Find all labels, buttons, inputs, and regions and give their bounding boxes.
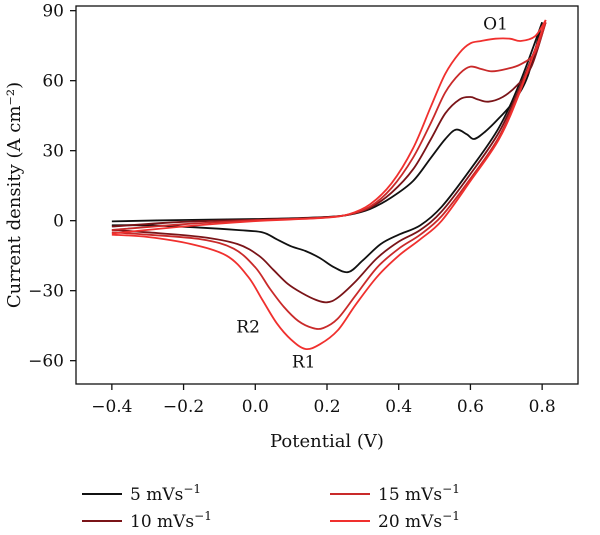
annotation-r2: R2	[236, 318, 260, 338]
series-line-10-mvs-forward	[111, 22, 547, 228]
legend-label: 10 mVs−1	[130, 509, 212, 532]
annotation-o1: O1	[483, 14, 508, 34]
series-line-5-mvs-reverse	[111, 22, 543, 274]
y-axis-title: Current density (A cm⁻²)	[4, 82, 25, 308]
x-tick-label: 0.0	[242, 397, 269, 417]
series-line-10-mvs-reverse	[111, 21, 547, 304]
x-tick-label: 0.6	[457, 397, 484, 417]
x-tick-label: −0.2	[163, 397, 204, 417]
legend-label-sup: −1	[442, 482, 460, 496]
legend-label-sup: −1	[194, 509, 212, 523]
series-layer	[111, 19, 547, 351]
legend-label: 20 mVs−1	[378, 509, 460, 532]
y-tick-label: −60	[28, 352, 64, 372]
ticks-layer: −0.4 −0.2 0.0 0.2 0.4 0.6 0.8 −60 −30 0 30 60 90	[28, 2, 556, 417]
series-line-20-mvs-forward	[111, 19, 547, 235]
legend-label-sup: −1	[183, 482, 201, 496]
legend: 5 mVs−1 10 mVs−1 15 mVs−1 20 mVs−1	[82, 482, 460, 532]
legend-label-main: 20 mVs	[378, 512, 442, 532]
series-line-5-mvs-forward	[111, 22, 544, 223]
x-axis-title: Potential (V)	[270, 431, 384, 452]
legend-label-main: 10 mVs	[130, 512, 194, 532]
legend-entry-20: 20 mVs−1	[330, 509, 460, 532]
x-tick-label: −0.4	[91, 397, 132, 417]
legend-label: 5 mVs−1	[130, 482, 201, 505]
y-tick-label: 90	[42, 2, 64, 22]
legend-label: 15 mVs−1	[378, 482, 460, 505]
legend-label-main: 5 mVs	[130, 485, 183, 505]
legend-label-sup: −1	[442, 509, 460, 523]
series-line-15-mvs-reverse	[111, 22, 547, 330]
series-line-20-mvs-reverse	[111, 19, 547, 351]
y-tick-label: 0	[53, 212, 64, 232]
annotation-r1: R1	[292, 353, 316, 373]
legend-entry-15: 15 mVs−1	[330, 482, 460, 505]
y-tick-label: 30	[42, 142, 64, 162]
x-tick-label: 0.2	[313, 397, 340, 417]
legend-entry-5: 5 mVs−1	[82, 482, 201, 505]
x-tick-label: 0.8	[529, 397, 556, 417]
legend-entry-10: 10 mVs−1	[82, 509, 212, 532]
series-line-15-mvs-forward	[111, 22, 547, 231]
y-tick-label: −30	[28, 282, 64, 302]
legend-label-main: 15 mVs	[378, 485, 442, 505]
y-tick-label: 60	[42, 72, 64, 92]
x-tick-label: 0.4	[385, 397, 412, 417]
